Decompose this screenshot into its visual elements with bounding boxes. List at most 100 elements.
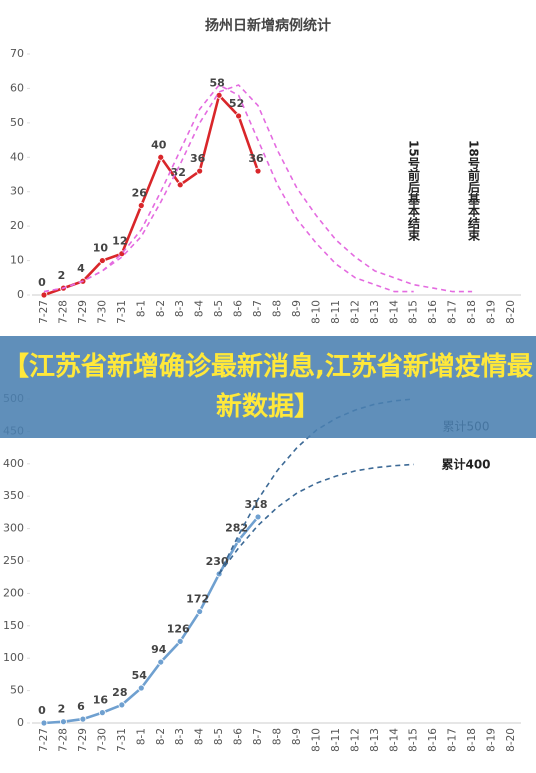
point (40, 291, 48, 299)
note-box (460, 128, 486, 268)
y-tick-label: 20 (10, 219, 24, 232)
x-tick-label: 8-6 (233, 300, 245, 317)
x-tick-label: 8-7 (252, 728, 264, 745)
x-tick-label: 8-9 (291, 300, 303, 317)
chart-title: 扬州日新增病例统计 (205, 17, 331, 34)
banner: 【江苏省新增确诊最新消息,江苏省新增疫情最新数据】 (0, 336, 536, 438)
y-tick-label: 30 (10, 185, 24, 198)
point (60, 718, 67, 726)
x-tick-label: 8-8 (272, 300, 284, 317)
point (235, 112, 242, 120)
x-tick-label: 7-27 (38, 728, 50, 752)
x-tick-label: 8-17 (447, 300, 459, 324)
x-tick-label: 7-30 (96, 300, 108, 324)
x-tick-label: 8-18 (466, 728, 478, 752)
y-tick-label: 350 (3, 489, 24, 502)
y-tick-label: 300 (3, 522, 24, 535)
x-tick-label: 8-18 (466, 300, 478, 324)
data-label: 0 (38, 704, 46, 717)
x-tick-label: 8-4 (194, 300, 206, 317)
x-tick-label: 8-15 (408, 728, 420, 752)
x-tick-label: 8-1 (135, 728, 147, 745)
data-label: 40 (151, 138, 167, 151)
data-label: 28 (112, 686, 127, 699)
point (196, 167, 204, 175)
data-label: 0 (38, 276, 46, 289)
series-line (43, 84, 473, 293)
x-tick-label: 8-20 (505, 300, 517, 324)
series-line (43, 516, 260, 725)
annotation: 18号前后基本结束 (467, 140, 481, 241)
x-tick-label: 7-28 (57, 728, 69, 752)
x-tick-label: 8-11 (330, 728, 342, 752)
point (157, 153, 165, 161)
point (176, 637, 184, 645)
x-tick-label: 7-29 (77, 728, 89, 752)
y-tick-label: 150 (3, 619, 24, 632)
x-tick-label: 8-17 (447, 728, 459, 752)
x-tick-label: 8-10 (310, 728, 322, 752)
x-tick-label: 8-5 (213, 300, 225, 317)
y-tick-label: 250 (3, 554, 24, 567)
data-label: 16 (93, 694, 109, 707)
y-tick-label: 0 (17, 716, 24, 729)
data-label: 12 (112, 235, 127, 248)
point (137, 202, 145, 209)
x-tick-label: 7-27 (38, 300, 50, 324)
x-tick-label: 7-28 (57, 300, 69, 324)
point (98, 709, 106, 717)
x-tick-label: 8-12 (349, 300, 361, 324)
y-tick-label: 10 (10, 254, 24, 267)
note-box (430, 453, 502, 477)
x-tick-label: 8-10 (310, 300, 322, 324)
annotation: 15号前后基本结束 (407, 140, 421, 241)
y-tick-label: 50 (10, 684, 24, 697)
y-tick-label: 400 (3, 457, 24, 470)
data-label: 126 (167, 622, 190, 635)
point (254, 513, 262, 521)
y-tick-label: 50 (10, 116, 24, 129)
x-tick-label: 8-19 (486, 300, 498, 324)
x-tick-label: 8-20 (505, 728, 517, 752)
x-tick-label: 8-12 (349, 728, 361, 752)
data-label: 6 (77, 700, 85, 713)
point (176, 181, 184, 189)
x-tick-label: 8-15 (408, 300, 420, 324)
x-tick-label: 8-14 (388, 728, 400, 752)
data-label: 58 (209, 76, 224, 89)
x-tick-label: 8-19 (486, 728, 498, 752)
data-label: 2 (58, 269, 66, 282)
data-label: 282 (225, 521, 248, 534)
x-tick-label: 8-5 (213, 728, 225, 745)
x-tick-label: 8-3 (174, 300, 186, 317)
note-box (400, 128, 426, 268)
point (157, 658, 165, 666)
point (118, 701, 126, 709)
y-tick-label: 100 (3, 651, 24, 664)
data-label: 36 (248, 152, 264, 165)
x-tick-label: 8-7 (252, 300, 264, 317)
data-label: 54 (132, 669, 148, 682)
x-tick-label: 7-29 (77, 300, 89, 324)
data-label: 318 (245, 498, 268, 511)
x-tick-label: 8-16 (427, 300, 439, 324)
x-tick-label: 7-30 (96, 728, 108, 752)
data-label: 52 (229, 97, 244, 110)
point (254, 167, 262, 175)
x-tick-label: 8-2 (155, 728, 167, 745)
x-tick-label: 7-31 (116, 728, 128, 752)
point (196, 608, 204, 615)
x-tick-label: 8-2 (155, 300, 167, 317)
series-line (218, 463, 414, 575)
x-tick-label: 8-6 (233, 728, 245, 745)
point (40, 719, 48, 727)
point (137, 684, 145, 692)
data-label: 94 (151, 643, 167, 656)
annotation: 累计400 (441, 457, 490, 472)
x-tick-label: 8-13 (369, 728, 381, 752)
x-tick-label: 8-1 (135, 300, 147, 317)
x-tick-label: 8-4 (194, 728, 206, 745)
x-tick-label: 8-16 (427, 728, 439, 752)
y-tick-label: 70 (10, 47, 24, 60)
x-tick-label: 8-11 (330, 300, 342, 324)
